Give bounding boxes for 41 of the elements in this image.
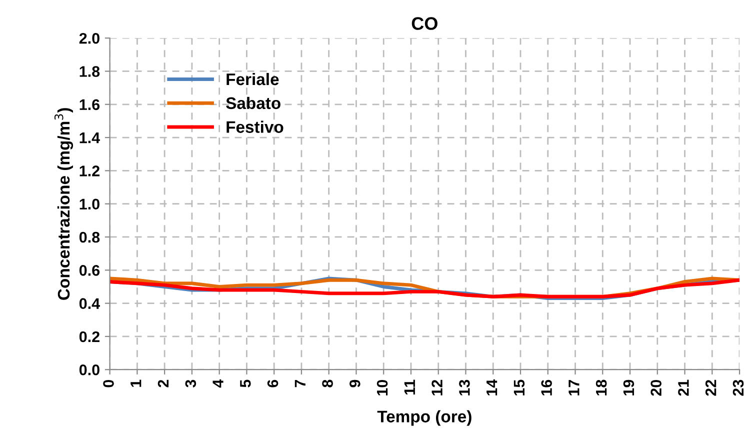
legend-label: Feriale — [226, 72, 279, 86]
y-tick-label: 1.6 — [80, 99, 100, 110]
y-tick-label: 0.6 — [79, 265, 100, 276]
y-tick-label: 1.8 — [80, 66, 100, 77]
x-tick-label: 7 — [294, 380, 306, 388]
x-tick-label: 19 — [623, 380, 634, 396]
x-tick-label: 5 — [240, 380, 251, 388]
x-tick-label: 16 — [541, 380, 552, 396]
x-axis-title: Tempo (ore) — [377, 410, 472, 426]
x-tick-label: 17 — [568, 380, 580, 396]
x-tick-label: 21 — [678, 380, 689, 396]
y-tick-label: 0.0 — [79, 364, 100, 376]
x-tick-label: 3 — [185, 380, 196, 388]
x-tick-label: 4 — [212, 379, 224, 388]
x-tick-label: 14 — [486, 379, 498, 396]
x-tick-label: 12 — [432, 380, 442, 396]
y-tick-label: 2.0 — [79, 32, 100, 44]
x-tick-label: 6 — [267, 380, 278, 388]
x-tick-label: 22 — [705, 380, 716, 396]
x-tick-label: 23 — [732, 380, 744, 396]
x-tick-label: 11 — [404, 380, 415, 395]
y-tick-label: 0.4 — [79, 298, 100, 309]
y-tick-label: 1.4 — [80, 132, 100, 144]
x-tick-label: 1 — [130, 380, 142, 387]
x-tick-label: 15 — [514, 380, 525, 396]
chart-title: CO — [412, 17, 438, 30]
x-tick-label: 10 — [376, 380, 388, 396]
x-tick-label: 20 — [650, 380, 662, 396]
x-tick-label: 8 — [322, 380, 333, 388]
legend-label: Festivo — [226, 120, 284, 133]
x-tick-label: 18 — [596, 380, 607, 396]
y-tick-label: 0.2 — [79, 331, 100, 342]
y-tick-label: 0.8 — [79, 232, 100, 243]
y-tick-label: 1.2 — [80, 166, 100, 176]
y-tick-label: 1.0 — [80, 198, 100, 210]
y-axis-title: Concentrazione (mg/m$^{3}$) — [54, 108, 74, 300]
x-tick-label: 2 — [158, 380, 169, 388]
x-tick-label: 9 — [350, 380, 360, 388]
x-tick-label: 0 — [103, 380, 114, 388]
x-tick-label: 13 — [459, 380, 470, 396]
legend-label: Sabato — [226, 96, 280, 110]
